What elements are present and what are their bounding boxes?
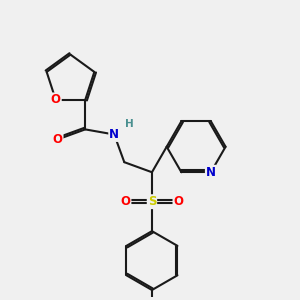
Text: O: O: [121, 195, 130, 208]
Text: N: N: [206, 166, 216, 179]
Text: O: O: [173, 195, 184, 208]
Text: N: N: [109, 128, 119, 141]
Text: S: S: [148, 195, 156, 208]
Text: O: O: [52, 133, 63, 146]
Text: O: O: [51, 93, 61, 106]
Text: H: H: [125, 119, 134, 129]
